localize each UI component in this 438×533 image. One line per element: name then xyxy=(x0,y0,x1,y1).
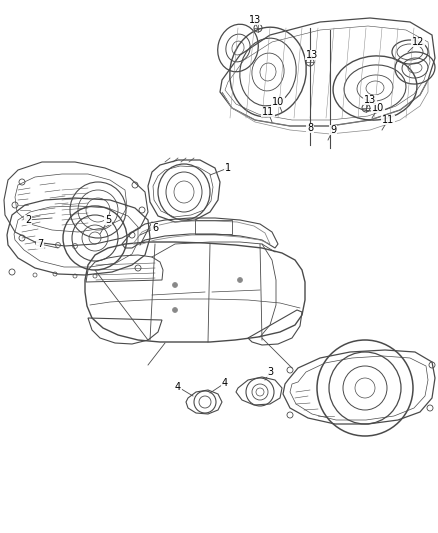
Text: 6: 6 xyxy=(152,223,158,233)
Text: 3: 3 xyxy=(267,367,273,377)
Text: 4: 4 xyxy=(222,378,228,388)
Circle shape xyxy=(173,282,177,287)
Text: 13: 13 xyxy=(306,50,318,60)
Text: 4: 4 xyxy=(175,382,181,392)
Text: 13: 13 xyxy=(249,15,261,25)
Text: 8: 8 xyxy=(307,123,313,133)
Text: 5: 5 xyxy=(105,215,111,225)
Text: 10: 10 xyxy=(372,103,384,113)
Circle shape xyxy=(173,308,177,312)
Text: 12: 12 xyxy=(412,37,424,47)
Circle shape xyxy=(237,278,243,282)
Text: 9: 9 xyxy=(330,125,336,135)
Text: 11: 11 xyxy=(262,107,274,117)
Text: 11: 11 xyxy=(382,115,394,125)
Text: 10: 10 xyxy=(272,97,284,107)
Text: 2: 2 xyxy=(25,215,31,225)
Text: 1: 1 xyxy=(225,163,231,173)
Text: 7: 7 xyxy=(37,239,43,249)
Text: 13: 13 xyxy=(364,95,376,105)
